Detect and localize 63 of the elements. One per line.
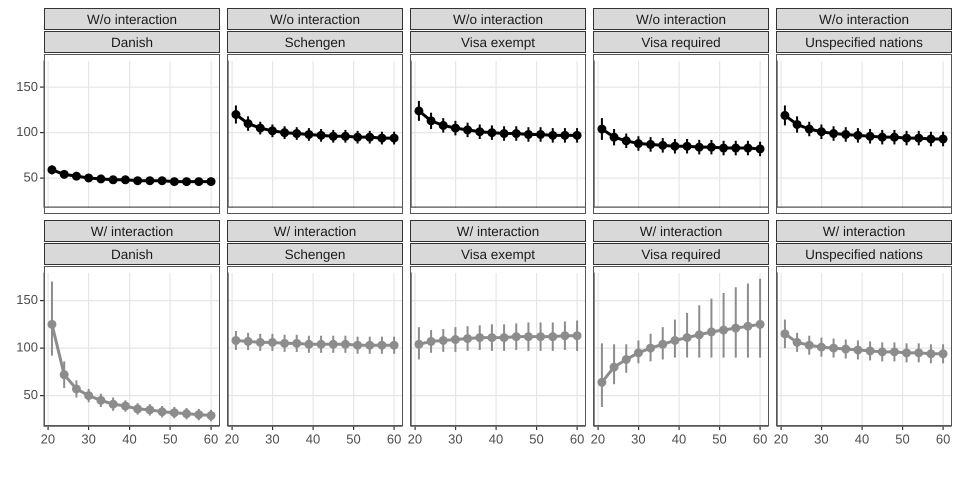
x-tick-label: 30: [265, 431, 280, 446]
chart-subtitle: Visa required: [593, 31, 769, 53]
x-tick-label: 30: [814, 431, 829, 446]
point: [96, 174, 106, 184]
chart-subtitle: Unspecified nations: [776, 31, 952, 53]
chart-subtitle: Danish: [44, 243, 220, 265]
chart-title: W/ interaction: [593, 220, 769, 242]
point: [194, 177, 204, 186]
point: [84, 173, 94, 182]
point: [120, 175, 130, 184]
x-tick-label: 50: [346, 431, 361, 446]
y-tick-label: 50: [24, 387, 38, 402]
x-tick-label: 60: [570, 431, 584, 446]
chart-subtitle: Danish: [44, 31, 220, 53]
x-tick-label: 20: [224, 431, 240, 446]
chart-subtitle: Schengen: [227, 31, 403, 53]
x-tick-label: 40: [122, 431, 137, 446]
x-tick-label: 30: [448, 431, 463, 446]
y-tick-label: 100: [16, 124, 38, 140]
chart-subtitle: Visa exempt: [410, 243, 586, 265]
x-tick-label: 20: [40, 431, 56, 446]
chart-title: W/o interaction: [410, 8, 586, 30]
x-tick-label: 20: [590, 431, 606, 446]
x-tick-label: 40: [306, 431, 320, 446]
point: [158, 176, 167, 186]
chart-title: W/o interaction: [776, 8, 952, 30]
chart-title: W/ interaction: [410, 220, 586, 242]
chart-subtitle: Visa required: [593, 243, 769, 265]
x-tick-label: 50: [895, 431, 910, 446]
point: [145, 176, 154, 186]
y-tick-label: 50: [24, 170, 38, 185]
chart-subtitle: Visa exempt: [410, 31, 586, 53]
chart-title: W/ interaction: [776, 220, 952, 242]
x-tick-label: 30: [631, 431, 646, 446]
point: [72, 172, 81, 181]
chart-subtitle: Schengen: [227, 243, 403, 265]
point: [108, 175, 118, 184]
x-tick-label: 40: [488, 431, 504, 446]
x-tick-label: 50: [163, 431, 178, 446]
x-tick-label: 60: [752, 431, 768, 446]
point: [182, 177, 192, 186]
point: [206, 177, 216, 186]
y-tick-label: 150: [16, 78, 38, 94]
x-tick-label: 60: [204, 431, 218, 446]
x-tick-label: 50: [529, 431, 544, 446]
x-tick-label: 30: [81, 431, 96, 446]
x-tick-label: 50: [712, 431, 727, 446]
chart-subtitle: Unspecified nations: [776, 243, 952, 265]
chart-title: W/ interaction: [44, 220, 220, 242]
point: [133, 176, 142, 186]
x-tick-label: 20: [408, 431, 422, 446]
x-tick-label: 40: [672, 431, 686, 446]
x-tick-label: 60: [386, 431, 402, 446]
x-tick-label: 20: [774, 431, 788, 446]
y-tick-label: 150: [16, 292, 38, 308]
x-tick-label: 60: [936, 431, 950, 446]
chart-title: W/o interaction: [593, 8, 769, 30]
chart-title: W/ interaction: [227, 220, 403, 242]
point: [170, 177, 179, 186]
chart-title: W/o interaction: [44, 8, 220, 30]
chart-title: W/o interaction: [227, 8, 403, 30]
x-tick-label: 40: [854, 431, 870, 446]
y-tick-label: 100: [16, 340, 38, 355]
